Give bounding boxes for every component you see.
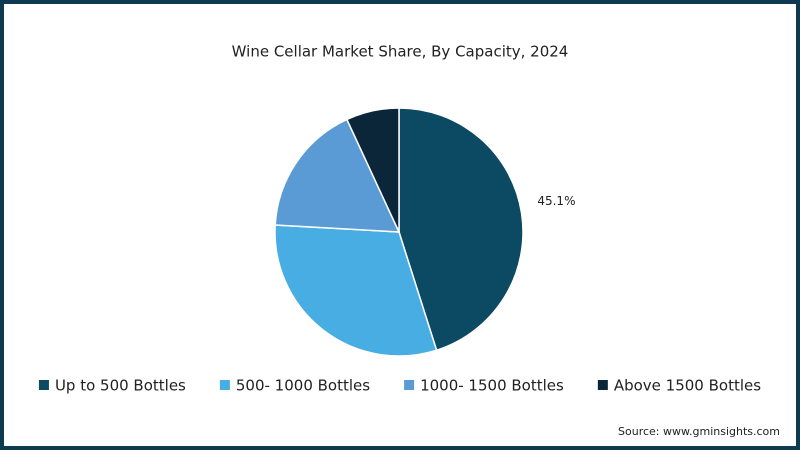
source-note: Source: www.gminsights.com [618,425,780,438]
legend-label: Above 1500 Bottles [614,377,761,395]
pie-slice [345,107,400,233]
legend-swatch [597,380,608,390]
pie-slice [274,224,438,357]
data-label: 45.1% [537,194,575,208]
pie-slice [274,118,401,233]
legend-label: 1000- 1500 Bottles [420,377,564,395]
legend: Up to 500 Bottles 500- 1000 Bottles 1000- … [38,377,761,395]
legend-swatch [219,380,230,390]
legend-label: Up to 500 Bottles [55,377,186,395]
chart-title: Wine Cellar Market Share, By Capacity, 2… [232,43,569,61]
legend-swatch [38,380,49,390]
legend-label: 500- 1000 Bottles [236,377,370,395]
pie-slice [398,107,524,352]
legend-swatch [404,380,415,390]
